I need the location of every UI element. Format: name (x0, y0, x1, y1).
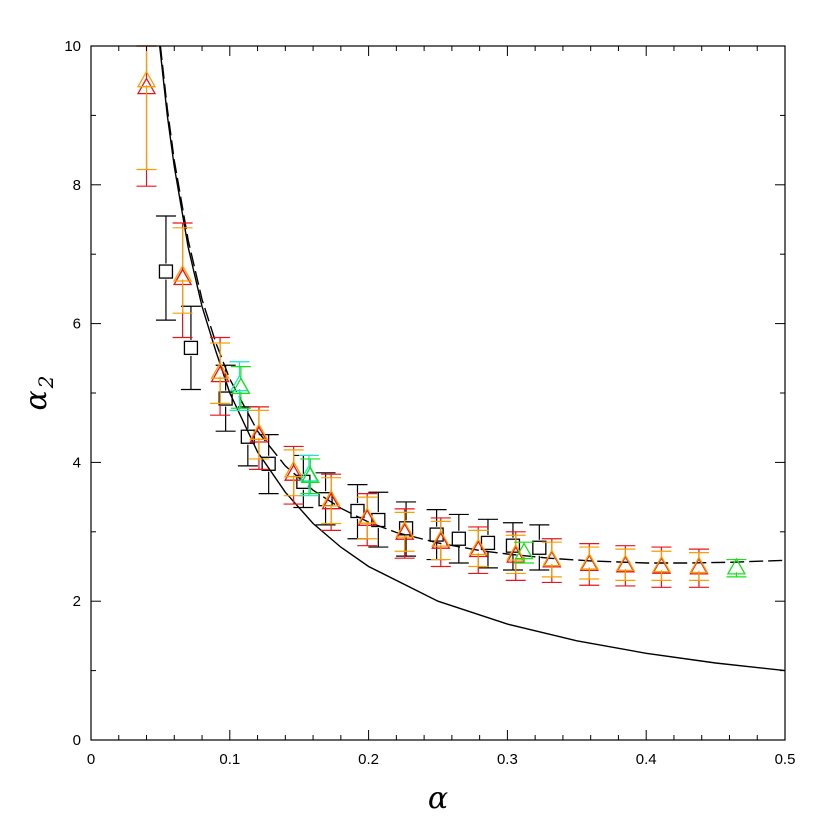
data-point-s4-2 (514, 541, 535, 564)
data-point-s0-4 (258, 434, 279, 495)
triangle-marker (542, 549, 562, 567)
x-tick-label: 0.3 (497, 751, 518, 768)
data-point-s2-5 (321, 477, 342, 525)
y-tick-label: 10 (64, 38, 81, 55)
square-marker (398, 521, 414, 536)
triangle-marker (172, 264, 193, 282)
square-marker (183, 340, 199, 356)
triangle-marker (300, 465, 320, 483)
y-tick-label: 0 (73, 732, 81, 749)
data-point-s2-14 (651, 550, 672, 581)
data-point-s2-2 (210, 342, 231, 405)
plot-frame (90, 45, 786, 741)
triangle-marker (321, 489, 341, 507)
data-point-s2-8 (430, 520, 451, 561)
data-point-s4-3 (726, 557, 747, 578)
x-tick-label: 0 (87, 751, 95, 768)
y-tick-label: 6 (73, 316, 81, 333)
data-point-s0-0 (155, 215, 176, 321)
x-tick-label: 0.4 (636, 751, 657, 768)
x-axis-label: α (428, 781, 448, 816)
square-marker (350, 503, 365, 519)
triangle-marker (615, 554, 636, 572)
data-point-s2-7 (394, 511, 415, 552)
curve-dashed-1 (159, 45, 786, 564)
data-point-s0-1 (180, 305, 201, 391)
y-axis-label: α2 (19, 376, 58, 411)
y-tick-label: 4 (73, 454, 81, 471)
y-axis-label-subscript: 2 (34, 376, 58, 390)
triangle-marker (395, 520, 415, 538)
square-marker (218, 391, 233, 406)
data-point-s2-11 (541, 541, 562, 578)
square-marker (158, 264, 174, 279)
y-tick-label: 2 (73, 593, 81, 610)
x-tick-label: 0.5 (775, 751, 796, 768)
data-point-s0-7 (347, 484, 368, 540)
y-axis-label-main: α (19, 390, 54, 410)
x-tick-label: 0.1 (219, 751, 240, 768)
data-point-s0-6 (315, 472, 336, 526)
triangle-marker (651, 555, 672, 573)
data-point-s4-1 (300, 458, 321, 495)
triangle-marker (579, 552, 599, 570)
data-point-s2-12 (579, 546, 600, 580)
triangle-marker (210, 361, 230, 379)
triangle-marker (506, 543, 526, 561)
data-point-s2-10 (505, 534, 526, 575)
square-marker (240, 429, 255, 444)
data-point-s2-6 (357, 496, 378, 540)
triangle-marker (514, 542, 534, 560)
data-point-s2-9 (468, 529, 489, 568)
triangle-marker (249, 422, 269, 440)
y-tick-label: 8 (73, 177, 81, 194)
curve-solid-0 (159, 45, 786, 672)
data-point-s2-3 (248, 409, 269, 460)
data-point-s4-0 (230, 366, 251, 409)
data-point-s0-11 (448, 513, 469, 564)
triangle-marker (357, 506, 377, 524)
ticks-layer: 0 0.1 0.2 0.3 0.4 0.5 0 2 4 6 8 10 (64, 38, 795, 768)
square-marker (451, 531, 466, 546)
data-point-s2-1 (172, 227, 193, 314)
triangle-marker (689, 556, 709, 574)
data-point-s0-14 (529, 524, 550, 571)
triangle-marker (229, 374, 250, 392)
data-point-s0-8 (368, 491, 389, 548)
triangle-marker (431, 529, 451, 547)
markers-layer (136, 45, 747, 588)
triangle-marker (136, 70, 157, 88)
curves-layer (159, 45, 786, 672)
triangle-marker (726, 557, 747, 575)
square-marker (371, 512, 386, 528)
square-marker (532, 540, 547, 555)
triangle-marker (283, 460, 304, 478)
triangle-marker (468, 538, 488, 556)
square-marker (480, 535, 496, 551)
data-point-s2-15 (688, 552, 709, 581)
data-point-s2-0 (136, 45, 157, 171)
data-point-s0-10 (426, 508, 447, 561)
data-point-s2-13 (615, 548, 636, 581)
data-point-s0-9 (396, 501, 417, 557)
square-marker (261, 456, 276, 471)
triangle-marker (231, 377, 251, 395)
x-tick-label: 0.2 (358, 751, 379, 768)
